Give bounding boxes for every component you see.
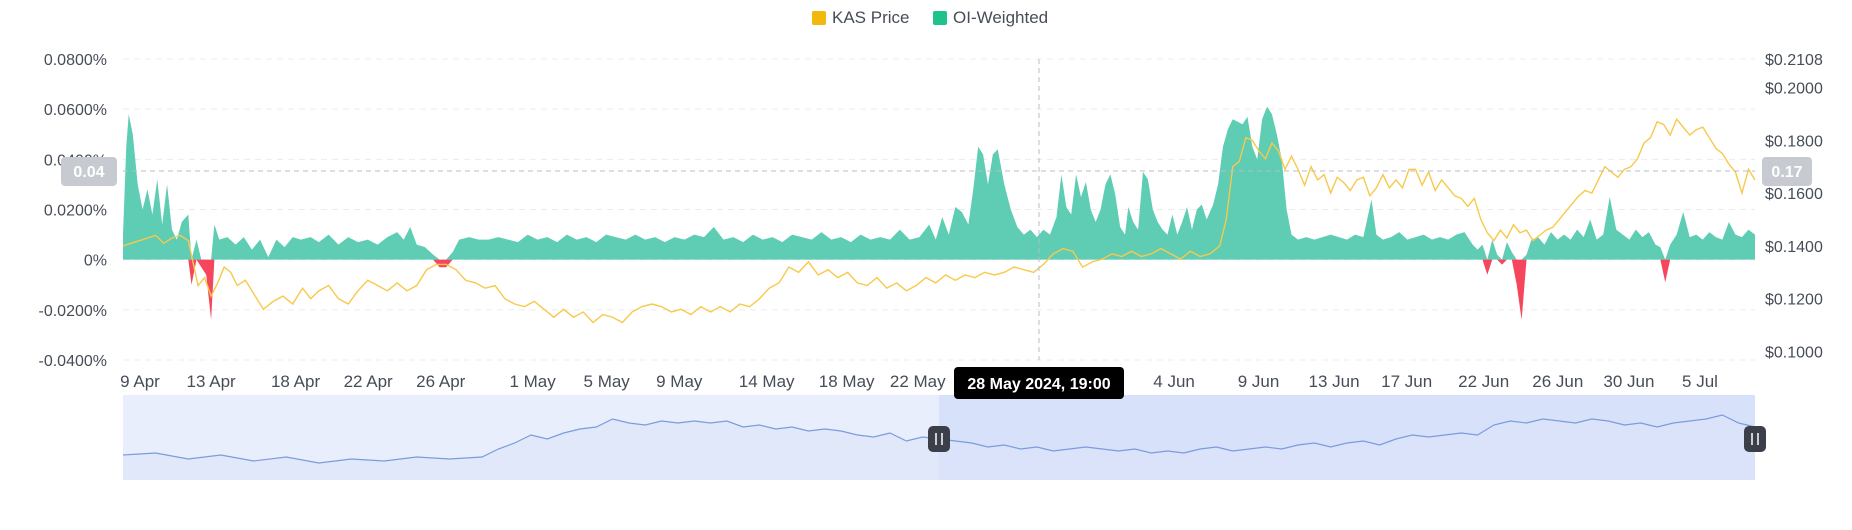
left-tick-label: 0.0200%	[44, 203, 107, 220]
right-tick-label: $0.1600	[1765, 186, 1823, 203]
x-tick-label: 1 May	[509, 372, 556, 391]
navigator-line	[122, 414, 1756, 464]
x-tick-label: 26 Jun	[1532, 372, 1583, 391]
x-tick-label: 22 Jun	[1458, 372, 1509, 391]
kas-price-line	[122, 117, 1756, 324]
crosshair-right-badge	[1762, 157, 1812, 186]
legend-label-oi-weighted[interactable]: OI-Weighted	[953, 8, 1048, 27]
left-tick-label: -0.0200%	[39, 303, 108, 320]
legend-item-oi-weighted[interactable]: OI-Weighted	[933, 8, 1048, 27]
navigator-handle-right[interactable]	[1744, 426, 1766, 452]
crosshair-left-badge	[61, 157, 117, 186]
x-tick-label: 9 Jun	[1238, 372, 1280, 391]
tooltip-label: 28 May 2024, 19:00	[967, 376, 1110, 393]
x-tick-label: 22 May	[890, 372, 946, 391]
x-tick-label: 9 May	[656, 372, 703, 391]
x-tick-label: 14 May	[739, 372, 795, 391]
series-layer	[122, 106, 1756, 324]
navigator-handle-knob	[928, 426, 950, 452]
crosshair-right-value: 0.17	[1771, 164, 1802, 181]
left-tick-label: 0.0600%	[44, 102, 107, 119]
left-y-axis: 0.0800%0.0600%0.0400%0.0200%0%-0.0200%-0…	[39, 52, 108, 370]
right-tick-label: $0.2000	[1765, 81, 1823, 98]
x-axis: 9 Apr 13 Apr 18 Apr 22 Apr 26 Apr 1 May 5 May 9…	[120, 372, 1718, 391]
navigator-handle-knob	[1744, 426, 1766, 452]
navigator-handle-left[interactable]	[928, 426, 950, 452]
legend[interactable]: KAS Price OI-Weighted	[812, 8, 1048, 27]
x-tick-label: 13 Jun	[1309, 372, 1360, 391]
left-tick-label: -0.0400%	[39, 353, 108, 370]
x-tick-label: 18 Apr	[271, 372, 320, 391]
right-tick-label: $0.2108	[1765, 52, 1823, 69]
x-tick-label: 5 May	[584, 372, 631, 391]
left-tick-label: 0.0800%	[44, 52, 107, 69]
x-tick-label: 30 Jun	[1603, 372, 1654, 391]
left-tick-label: 0%	[84, 253, 107, 270]
right-tick-label: $0.1400	[1765, 239, 1823, 256]
right-tick-label: $0.1200	[1765, 292, 1823, 309]
crosshair: 0.04 0.17	[61, 59, 1812, 360]
x-tick-label: 9 Apr	[120, 372, 160, 391]
navigator[interactable]	[122, 395, 1766, 480]
oi-weighted-negative-area	[123, 259, 1755, 320]
tooltip: 28 May 2024, 19:00	[954, 367, 1124, 399]
legend-swatch-oi-weighted	[933, 11, 947, 25]
x-tick-label: 26 Apr	[416, 372, 465, 391]
grid-layer	[123, 58, 1755, 361]
oi-weighted-positive-area	[123, 106, 1755, 260]
right-y-axis: $0.2108 $0.2000 $0.1800 $0.1600 $0.1400 $0.12…	[1765, 52, 1823, 362]
legend-swatch-kas-price	[812, 11, 826, 25]
tooltip-box	[954, 367, 1124, 399]
x-tick-label: 17 Jun	[1381, 372, 1432, 391]
x-tick-label: 22 Apr	[344, 372, 393, 391]
right-tick-label: $0.1000	[1765, 345, 1823, 362]
legend-label-kas-price[interactable]: KAS Price	[832, 8, 909, 27]
legend-item-kas-price[interactable]: KAS Price	[812, 8, 909, 27]
x-tick-label: 5 Jul	[1682, 372, 1718, 391]
right-tick-label: $0.1800	[1765, 133, 1823, 150]
x-tick-label: 18 May	[819, 372, 875, 391]
crosshair-left-value: 0.04	[73, 164, 104, 181]
x-tick-label: 13 Apr	[187, 372, 236, 391]
x-tick-label: 4 Jun	[1153, 372, 1195, 391]
